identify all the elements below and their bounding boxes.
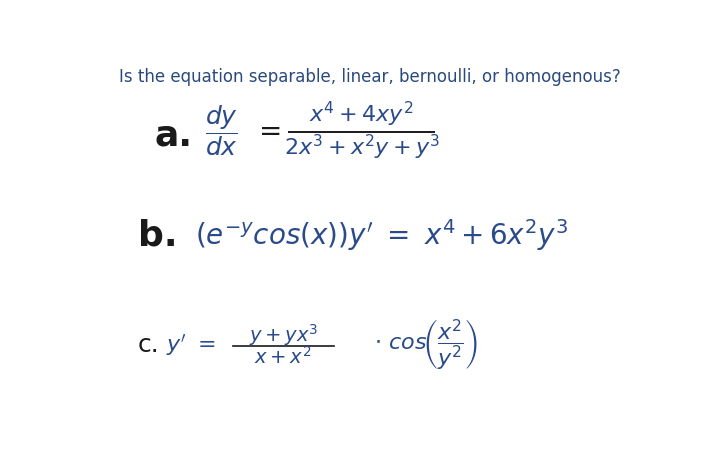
Text: $y' \ =$: $y' \ =$ <box>166 333 216 358</box>
Text: $(e^{-y}cos(x))y^{\prime} \ = \ x^4 + 6x^2y^3$: $(e^{-y}cos(x))y^{\prime} \ = \ x^4 + 6x… <box>194 217 568 253</box>
Text: a.: a. <box>155 118 193 152</box>
Text: b.: b. <box>138 218 178 252</box>
Text: $x + x^2$: $x + x^2$ <box>254 346 312 368</box>
Text: $y + yx^3$: $y + yx^3$ <box>248 322 318 347</box>
Text: $=$: $=$ <box>253 116 280 144</box>
Text: $2x^3 + x^2y + y^3$: $2x^3 + x^2y + y^3$ <box>284 133 440 162</box>
Text: $x^4 + 4xy^2$: $x^4 + 4xy^2$ <box>310 99 414 129</box>
Text: $\cdot \ cos\!\left(\dfrac{x^2}{y^2}\right)$: $\cdot \ cos\!\left(\dfrac{x^2}{y^2}\rig… <box>374 317 478 373</box>
Text: Is the equation separable, linear, bernoulli, or homogenous?: Is the equation separable, linear, berno… <box>119 68 621 86</box>
Text: c.: c. <box>138 334 160 358</box>
Text: $\dfrac{dy}{dx}$: $\dfrac{dy}{dx}$ <box>205 103 238 158</box>
